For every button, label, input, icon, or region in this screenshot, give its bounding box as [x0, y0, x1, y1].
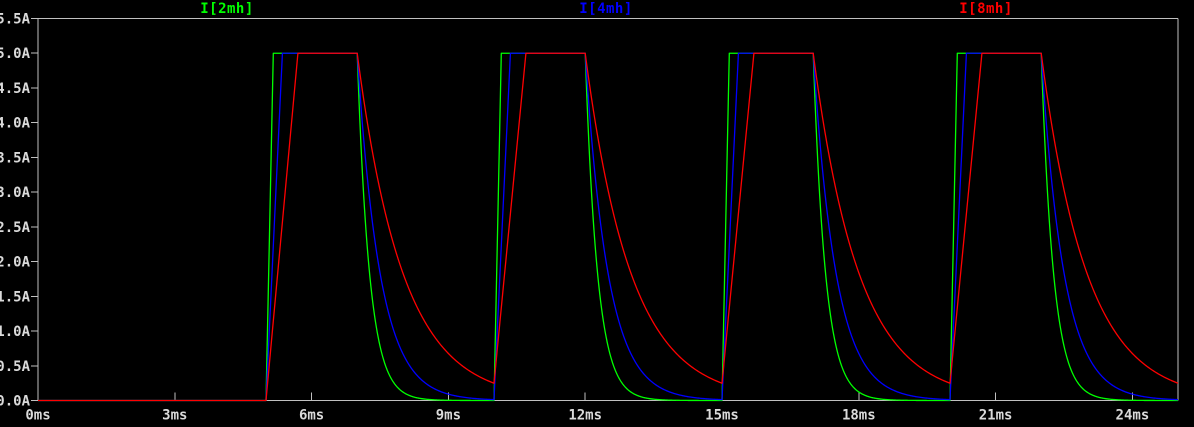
x-axis-label: 12ms	[568, 408, 602, 424]
y-axis-label: 4.0A	[0, 116, 31, 132]
x-axis-label: 21ms	[979, 408, 1013, 424]
y-axis-label: 2.5A	[0, 220, 31, 236]
x-axis-label: 3ms	[162, 408, 187, 424]
x-axis: 0ms 3ms 6ms 9ms 12ms 15ms 18ms 21ms 24ms	[25, 392, 1150, 424]
legend-item-2mh[interactable]: I[2mh]	[200, 1, 254, 17]
legend-item-4mh[interactable]: I[4mh]	[579, 1, 633, 17]
y-axis-label: 5.0A	[0, 46, 31, 62]
trace-i2mh	[38, 52, 1178, 402]
y-axis-label: 5.5A	[0, 12, 31, 28]
y-axis-label: 1.0A	[0, 324, 31, 340]
x-axis-label: 9ms	[436, 408, 461, 424]
y-axis-label: 0.5A	[0, 359, 31, 375]
x-axis-label: 18ms	[842, 408, 876, 424]
y-axis-label: 1.5A	[0, 289, 31, 305]
y-axis-label: 3.0A	[0, 185, 31, 201]
x-axis-label: 6ms	[299, 408, 324, 424]
y-axis-label: 2.0A	[0, 255, 31, 271]
x-axis-label: 0ms	[25, 408, 50, 424]
traces	[38, 52, 1179, 402]
trace-i8mh	[38, 52, 1179, 402]
y-axis-label: 3.5A	[0, 150, 31, 166]
y-axis: 0.0A 0.5A 1.0A 1.5A 2.0A 2.5A 3.0A 3.5A 4.0A 4.5A…	[0, 12, 38, 410]
x-axis-label: 24ms	[1116, 408, 1150, 424]
y-axis-label: 4.5A	[0, 81, 31, 97]
y-axis-label: 0.0A	[0, 394, 31, 410]
legend-item-8mh[interactable]: I[8mh]	[959, 1, 1013, 17]
x-axis-label: 15ms	[705, 408, 739, 424]
